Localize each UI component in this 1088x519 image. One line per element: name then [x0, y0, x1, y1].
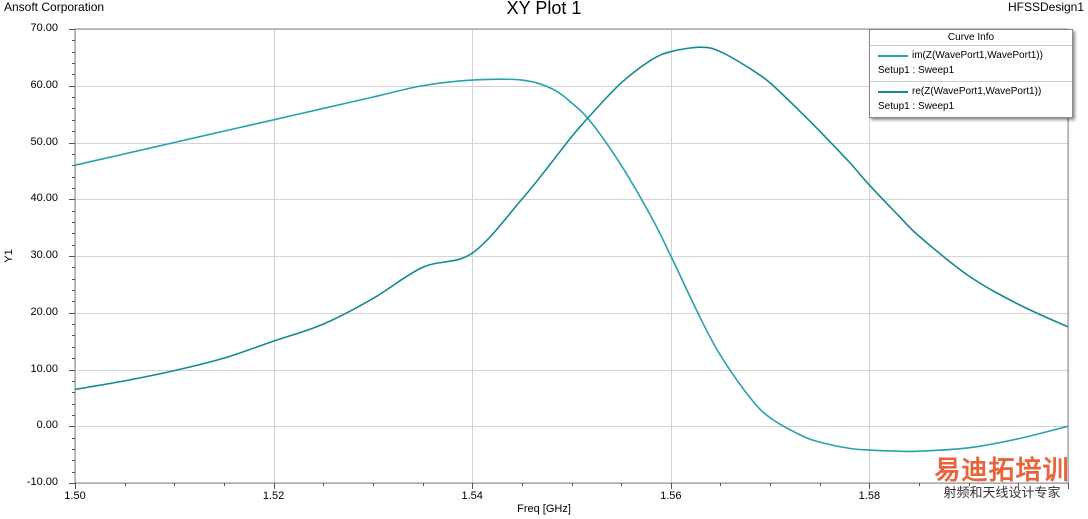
axis-ticks — [69, 29, 1069, 489]
series-lines — [74, 46, 1069, 453]
watermark: 易迪拓培训 射频和天线设计专家 — [922, 456, 1082, 502]
series-line-im — [74, 78, 1069, 453]
y-tick-label: 50.00 — [30, 135, 58, 148]
legend-entry-re[interactable]: re(Z(WavePort1,WavePort1)) Setup1 : Swee… — [870, 82, 1072, 117]
x-tick-label: 1.50 — [64, 490, 86, 502]
y-tick-label: 70.00 — [30, 22, 58, 34]
legend-entry-im[interactable]: im(Z(WavePort1,WavePort1)) Setup1 : Swee… — [870, 46, 1072, 82]
y-tick-label: 20.00 — [30, 305, 58, 318]
y-tick-label: 10.00 — [30, 362, 58, 375]
x-axis-label: Freq [GHz] — [517, 503, 571, 515]
x-tick-label: 1.54 — [461, 490, 483, 502]
chart-title: XY Plot 1 — [506, 0, 582, 18]
legend-entry-name: re(Z(WavePort1,WavePort1)) — [912, 86, 1042, 97]
legend-title: Curve Info — [870, 30, 1072, 46]
y-tick-label: 0.00 — [36, 419, 58, 432]
y-tick-label: 30.00 — [30, 249, 58, 261]
watermark-tagline: 射频和天线设计专家 — [943, 486, 1061, 501]
y-tick-label: -10.00 — [26, 476, 58, 488]
legend-entry-setup: Setup1 : Sweep1 — [878, 65, 955, 76]
series-line-re — [74, 46, 1069, 391]
legend-entry-name: im(Z(WavePort1,WavePort1)) — [912, 50, 1043, 61]
x-tick-label: 1.58 — [858, 490, 881, 502]
design-name: HFSSDesign1 — [1007, 0, 1084, 14]
legend-entry-setup: Setup1 : Sweep1 — [878, 101, 955, 112]
company-label: Ansoft Corporation — [4, 0, 105, 14]
legend-swatch — [878, 55, 908, 57]
legend-swatch — [878, 91, 908, 93]
y-tick-label: 40.00 — [30, 192, 58, 205]
watermark-logo-text: 易迪拓培训 — [934, 456, 1070, 486]
x-tick-label: 1.56 — [660, 490, 682, 502]
x-tick-label: 1.52 — [262, 490, 285, 502]
y-tick-label: 60.00 — [30, 78, 58, 91]
legend[interactable]: Curve Info im(Z(WavePort1,WavePort1)) Se… — [869, 29, 1073, 118]
